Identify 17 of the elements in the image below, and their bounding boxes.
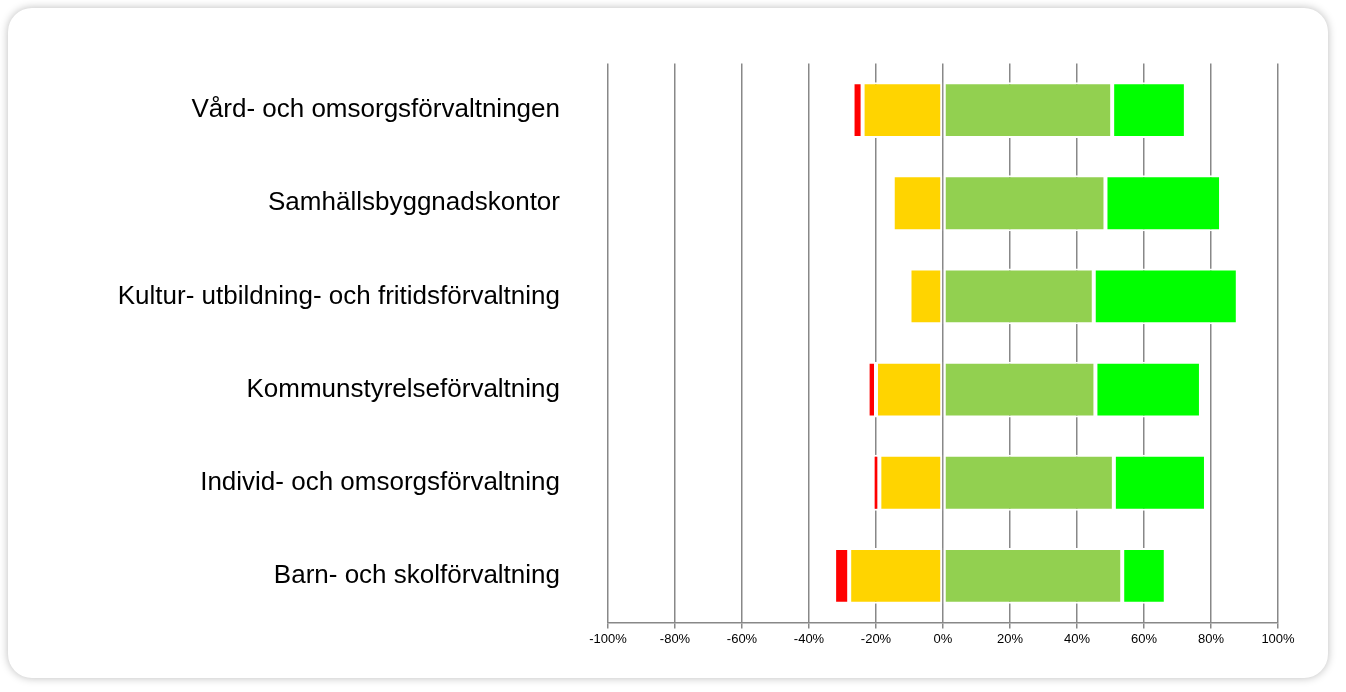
x-tick-label: 20% (996, 630, 1024, 646)
y-tick-label: Kultur- utbildning- och fritidsförvaltning (117, 279, 560, 310)
x-tick-label: -20% (860, 630, 892, 646)
x-tick-label: 40% (1063, 630, 1091, 646)
x-tick-label: -80% (659, 630, 691, 646)
x-tick-label: 80% (1197, 630, 1225, 646)
x-tick-label: -40% (793, 630, 825, 646)
x-tick-label: 100% (1261, 630, 1296, 646)
x-tick-label: -60% (726, 630, 758, 646)
y-tick-label: Individ- och omsorgsförvaltning (200, 465, 560, 496)
y-tick-label: Kommunstyrelseförvaltning (246, 372, 560, 403)
x-tick-label: 60% (1130, 630, 1158, 646)
y-tick-label: Vård- och omsorgsförvaltningen (191, 93, 560, 124)
y-tick-label: Barn- och skolförvaltning (273, 559, 560, 590)
x-tick-label: -100% (589, 630, 628, 646)
x-tick-label: 0% (933, 630, 953, 646)
y-tick-label: Samhällsbyggnadskontor (268, 186, 561, 217)
